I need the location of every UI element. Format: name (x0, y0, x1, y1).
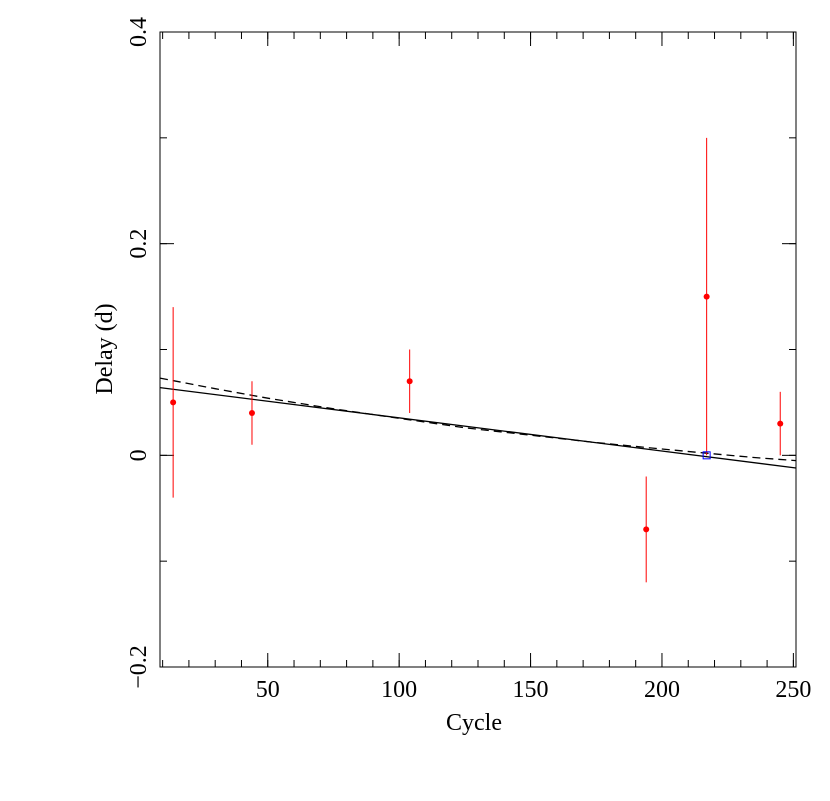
reference-point-square (702, 451, 711, 460)
data-point (777, 420, 784, 427)
y-tick-label: 0.2 (126, 229, 152, 259)
x-axis-label: Cycle (446, 710, 502, 736)
y-tick-label: −0.2 (126, 645, 152, 689)
axis-tick-labels: 50 100 150 200 250 −0.2 0 0.2 0.4 (126, 17, 811, 703)
dashed-fit-line (159, 377, 797, 462)
fit-lines (159, 377, 797, 469)
plot-frame (159, 31, 797, 668)
x-tick-label: 250 (775, 677, 811, 703)
y-tick-label: 0 (126, 449, 152, 461)
data-point (170, 399, 177, 406)
data-point (643, 526, 650, 533)
data-point (248, 410, 255, 416)
x-tick-label: 200 (644, 677, 680, 703)
reference-marker (702, 451, 711, 460)
error-bars (172, 137, 781, 583)
data-point (703, 293, 710, 300)
data-point (406, 378, 413, 385)
y-axis-label: Delay (d) (92, 303, 118, 394)
x-tick-label: 100 (381, 677, 417, 703)
x-tick-label: 50 (256, 677, 280, 703)
y-tick-label: 0.4 (126, 17, 152, 47)
axis-ticks (160, 31, 796, 668)
solid-fit-line (159, 386, 797, 469)
data-points (170, 293, 784, 533)
x-tick-label: 150 (513, 677, 549, 703)
